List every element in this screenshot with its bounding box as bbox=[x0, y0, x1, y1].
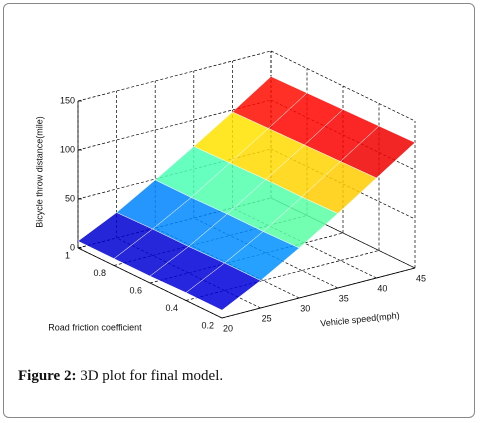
chart: 0 50 100 150 20 25 30 35 40 45 0.2 0.4 0.6 0.8 1 Vehicl… bbox=[34, 50, 426, 333]
z-axis-label: Bicycle throw distance(mile) bbox=[34, 116, 44, 228]
y-tick-label: 1 bbox=[65, 250, 70, 260]
x-tick-label: 20 bbox=[223, 323, 233, 333]
grid-line bbox=[149, 232, 344, 284]
x-tick-label: 45 bbox=[416, 273, 426, 283]
x-tick-label: 35 bbox=[339, 293, 349, 303]
figure-frame bbox=[3, 3, 475, 418]
caption-label: Figure 2: bbox=[18, 368, 77, 384]
x-tick-label: 30 bbox=[300, 303, 310, 313]
y-tick-label: 0.2 bbox=[201, 320, 214, 330]
caption-text: 3D plot for final model. bbox=[80, 368, 224, 384]
x-tick-label: 40 bbox=[377, 283, 387, 293]
y-axis-label: Road friction coefficient bbox=[48, 322, 142, 332]
grid-line bbox=[77, 50, 272, 102]
axis-line bbox=[221, 267, 416, 319]
x-tick-label: 25 bbox=[262, 313, 272, 323]
surface-cell bbox=[185, 262, 262, 311]
y-tick-label: 0.6 bbox=[129, 285, 142, 295]
z-tick-label: 50 bbox=[65, 193, 75, 203]
z-tick-label: 100 bbox=[60, 144, 75, 154]
caption: Figure 2: 3D plot for final model. bbox=[18, 368, 223, 385]
grid-line bbox=[185, 250, 380, 301]
axis-line bbox=[77, 247, 223, 319]
y-tick-label: 0.8 bbox=[93, 268, 106, 278]
z-tick-label: 150 bbox=[60, 95, 75, 105]
y-tick-label: 0.4 bbox=[165, 303, 178, 313]
z-tick-label: 0 bbox=[70, 242, 75, 252]
x-axis-label: Vehicle speed(mph) bbox=[320, 310, 400, 328]
